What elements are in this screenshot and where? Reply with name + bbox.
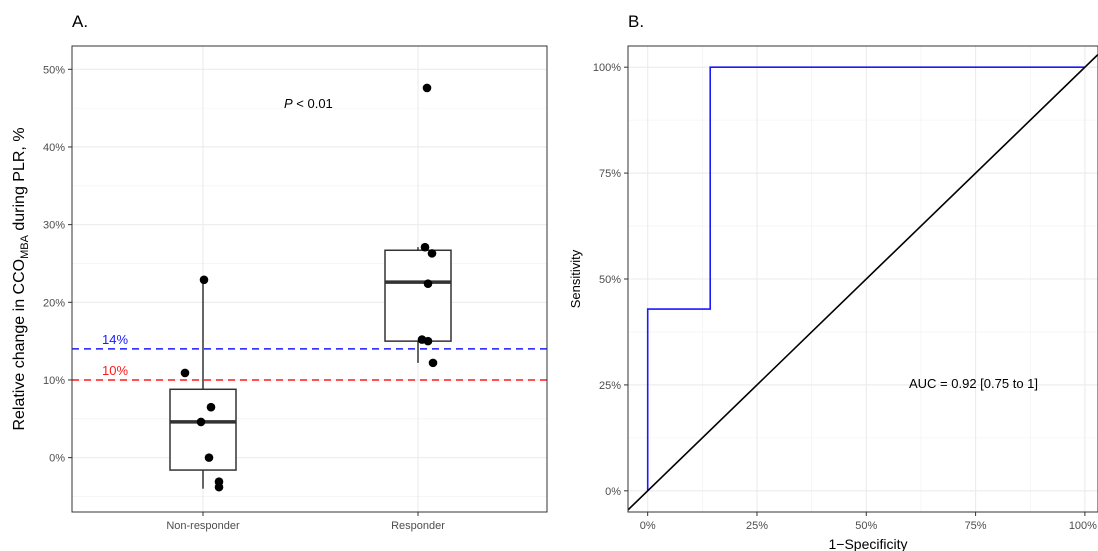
data-point xyxy=(420,242,430,252)
panel-b-y-ticks: 0% 25% 50% 75% 100% xyxy=(593,62,628,498)
panel-b-y-tick-label: 25% xyxy=(599,380,621,392)
panel-a-reference-lines: 14% 10% xyxy=(72,332,547,381)
reference-diagonal-line xyxy=(627,53,1098,511)
data-point xyxy=(428,358,438,368)
panel-b-x-tick-label: 0% xyxy=(640,520,656,532)
data-point xyxy=(423,336,433,346)
panel-b-y-tick-label: 75% xyxy=(599,168,621,180)
auc-annotation: AUC = 0.92 [0.75 to 1] xyxy=(909,376,1038,391)
data-point xyxy=(206,402,216,412)
panel-a-y-tick-label: 40% xyxy=(43,142,65,154)
data-point xyxy=(199,275,209,285)
reference-line-label-14: 14% xyxy=(102,332,128,347)
data-point xyxy=(427,249,437,258)
panel-a-label: A. xyxy=(72,12,88,31)
panel-b-roc-lines xyxy=(627,53,1098,511)
panel-a-y-tick-label: 20% xyxy=(43,297,65,309)
data-point xyxy=(204,453,214,462)
panel-a-y-tick-label: 50% xyxy=(43,64,65,76)
panel-b-y-tick-label: 100% xyxy=(593,62,621,74)
panel-b-x-axis-title: 1−Specificity xyxy=(829,536,908,551)
panel-a-y-tick-label: 30% xyxy=(43,220,65,232)
data-point xyxy=(196,417,206,427)
panel-b-y-tick-label: 0% xyxy=(605,486,621,498)
panel-a-x-tick-label: Non-responder xyxy=(166,520,240,532)
panel-a-border xyxy=(71,45,548,513)
data-point xyxy=(214,482,224,492)
panel-b-major-gridlines xyxy=(628,46,1098,512)
panel-a-points xyxy=(180,83,438,492)
panel-a-y-axis-title: Relative change in CCOMBA during PLR, % xyxy=(11,127,31,430)
roc-curve xyxy=(646,66,1085,491)
data-point xyxy=(180,368,190,378)
panel-b-x-tick-label: 50% xyxy=(855,520,877,532)
panel-a-x-ticks: Non-responder Responder xyxy=(166,512,445,532)
panel-b: B. 0% 25% 50% 75% 100% 0% 25% 50% 75% 100% Sensi… xyxy=(568,12,1098,551)
panel-b-x-ticks: 0% 25% 50% 75% 100% xyxy=(640,512,1097,532)
panel-b-y-axis-title: Sensitivity xyxy=(568,249,583,308)
reference-line-label-10: 10% xyxy=(102,363,128,378)
panel-a-boxplots xyxy=(169,247,452,489)
data-point xyxy=(423,279,433,288)
panel-a-plot-background xyxy=(72,46,547,512)
box xyxy=(169,388,237,471)
box xyxy=(384,249,452,342)
panel-b-label: B. xyxy=(628,12,644,31)
panel-a-y-ticks: 0% 10% 20% 30% 40% 50% xyxy=(43,64,72,465)
p-value-annotation: P < 0.01 xyxy=(284,96,333,111)
panel-b-x-tick-label: 75% xyxy=(965,520,987,532)
panel-b-y-tick-label: 50% xyxy=(599,274,621,286)
panel-a-y-tick-label: 0% xyxy=(49,453,65,465)
panel-a-y-tick-label: 10% xyxy=(43,375,65,387)
panel-a: A. 14% 10% 0% 10% 20% 30% 40% 50% Non-responde… xyxy=(11,12,548,532)
panel-a-x-tick-label: Responder xyxy=(391,520,445,532)
data-point xyxy=(422,83,432,93)
panel-b-x-tick-label: 100% xyxy=(1069,520,1097,532)
panel-b-x-tick-label: 25% xyxy=(746,520,768,532)
panel-a-minor-gridlines xyxy=(72,107,547,497)
